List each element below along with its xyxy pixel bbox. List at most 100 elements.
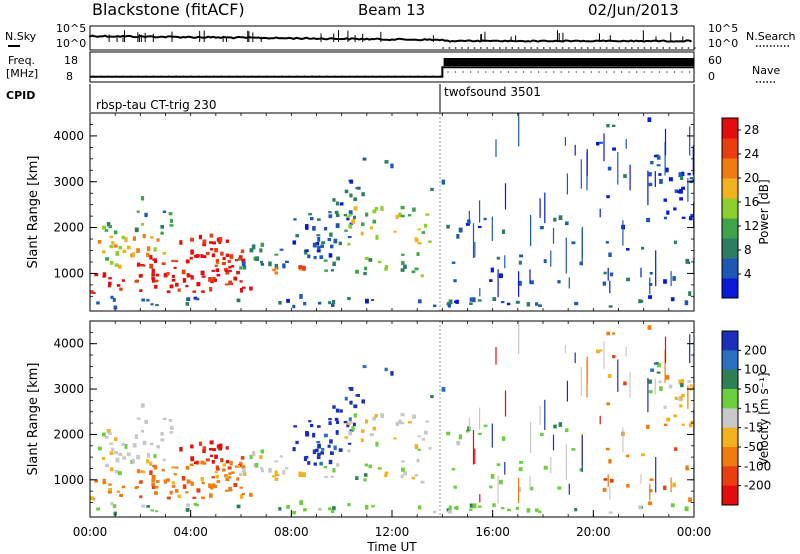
power-cell [543, 259, 547, 264]
power-cell [332, 261, 336, 267]
power-streak [622, 220, 624, 246]
velocity-cell [332, 506, 336, 511]
power-cell [275, 267, 279, 270]
velocity-streak [474, 448, 476, 464]
power-cell [344, 229, 348, 232]
velocity-cell [102, 478, 106, 484]
power-cell [111, 241, 115, 245]
power-cell [323, 226, 328, 231]
power-cell [154, 284, 158, 289]
velocity-cell [347, 449, 351, 453]
power-cell [136, 262, 141, 267]
velocity-cell [339, 409, 343, 413]
power-cell [302, 265, 306, 271]
power-cell [447, 304, 451, 308]
power-cell [338, 241, 342, 246]
power-colorbar-segment [722, 198, 738, 219]
velocity-streak [581, 435, 583, 472]
power-cell [151, 278, 156, 283]
power-cell [308, 213, 313, 216]
noise-sky-line [89, 34, 692, 43]
velocity-cell [416, 458, 420, 463]
power-cell [401, 253, 405, 256]
power-cell [506, 302, 511, 306]
velocity-cell [334, 417, 339, 421]
power-cell [209, 248, 214, 251]
velocity-cell [343, 420, 348, 424]
velocity-cell [295, 440, 299, 445]
velocity-colorbar-tick-3: 15 [744, 401, 759, 415]
velocity-cell [321, 448, 325, 451]
power-cell [606, 195, 610, 199]
velocity-cell [428, 447, 432, 450]
velocity-cell [146, 453, 151, 458]
power-streak [504, 183, 507, 210]
power-cell [316, 234, 321, 237]
velocity-cell [369, 433, 374, 437]
velocity-streak [622, 427, 624, 453]
velocity-streak [609, 487, 611, 500]
velocity-cell [649, 478, 654, 481]
power-cell [268, 261, 272, 267]
velocity-streak [687, 385, 689, 409]
power-cell [195, 297, 200, 301]
power-cell [239, 280, 243, 283]
power-cell [361, 222, 365, 226]
velocity-cell [612, 332, 616, 335]
velocity-cell [558, 422, 563, 427]
time-tick-label-6: 00:00 [677, 525, 712, 539]
velocity-cell [190, 456, 195, 462]
power-cell [477, 299, 482, 302]
power-cell [349, 179, 354, 184]
velocity-cell [146, 459, 150, 464]
velocity-cell [626, 454, 630, 458]
velocity-cell [641, 453, 645, 457]
velocity-cell [190, 444, 194, 449]
power-cell [215, 258, 219, 263]
nave-right-label: Nave [752, 64, 780, 77]
power-cell [416, 252, 420, 256]
velocity-cell [236, 465, 240, 468]
power-cell [666, 210, 670, 215]
velocity-cell [490, 474, 495, 479]
velocity-cell [447, 510, 452, 514]
power-cell [360, 231, 364, 236]
power-cell [656, 155, 661, 160]
velocity-cell [680, 383, 684, 388]
power-cell [414, 267, 419, 271]
power-cell [377, 260, 382, 264]
velocity-colorbar-tick-4: -15 [744, 421, 764, 435]
power-cell [149, 236, 154, 239]
power-cell [483, 217, 487, 221]
power-cell [612, 147, 616, 151]
velocity-cell [456, 440, 461, 446]
velocity-colorbar-segment [722, 369, 738, 390]
velocity-cell [251, 451, 256, 456]
power-cell [557, 280, 561, 284]
velocity-cell [239, 472, 243, 476]
power-cell [648, 182, 653, 187]
velocity-cell [328, 507, 332, 511]
velocity-cell [168, 419, 172, 423]
velocity-cell [225, 446, 229, 450]
velocity-cell [540, 432, 544, 437]
power-cell [186, 273, 190, 278]
power-cell [305, 224, 309, 229]
velocity-cell [648, 501, 653, 506]
velocity-streak [664, 349, 666, 383]
velocity-cell [599, 349, 603, 352]
velocity-streak [495, 347, 497, 365]
noise-left-tick-bottom: 10^0 [56, 37, 86, 50]
velocity-cell [215, 474, 219, 479]
power-cell [141, 223, 145, 226]
power-cell [220, 251, 224, 256]
velocity-streak [504, 461, 506, 475]
power-cell [688, 216, 693, 221]
velocity-cell [360, 438, 364, 443]
power-cell [104, 229, 109, 232]
velocity-cell [313, 462, 317, 466]
velocity-cell [608, 459, 612, 464]
power-cell [363, 271, 367, 276]
power-streak [565, 237, 567, 274]
velocity-ytick-label-2000: 2000 [53, 427, 84, 441]
